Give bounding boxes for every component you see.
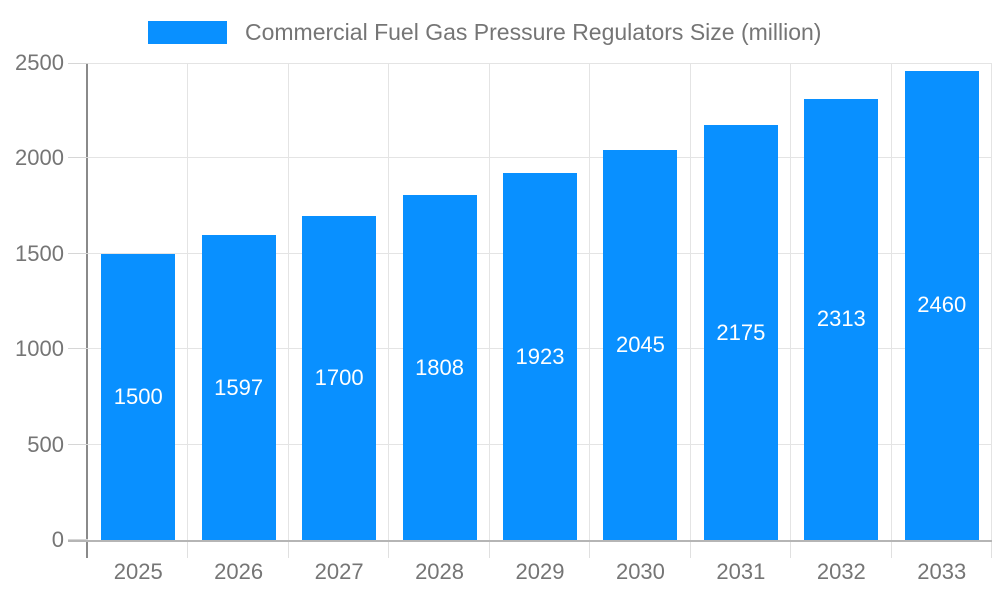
legend[interactable]: Commercial Fuel Gas Pressure Regulators … xyxy=(148,19,821,46)
y-axis-tick xyxy=(68,63,88,64)
gridline-v xyxy=(690,63,691,540)
bar[interactable] xyxy=(302,215,377,540)
bar-value-label: 1923 xyxy=(515,343,565,369)
gridline-h xyxy=(88,157,992,159)
x-axis-tick xyxy=(790,542,791,558)
y-axis-tick xyxy=(68,252,88,254)
y-axis-tick xyxy=(68,443,88,445)
bar-value-label: 2045 xyxy=(615,331,665,357)
x-axis-tick xyxy=(589,542,590,558)
bar-value-label: 2175 xyxy=(716,319,766,345)
y-tick-label: 500 xyxy=(27,431,64,457)
bar-value-label: 1700 xyxy=(314,364,364,390)
x-tick-label: 2030 xyxy=(615,559,665,584)
chart-title: Commercial Fuel Gas Pressure Regulators … xyxy=(245,19,822,45)
x-tick-label: 2031 xyxy=(716,559,766,584)
x-tick-label: 2028 xyxy=(415,559,465,584)
bar-value-label: 2313 xyxy=(816,306,866,332)
y-tick-label: 0 xyxy=(51,527,64,552)
bar[interactable] xyxy=(503,173,577,540)
bar-value-label: 1808 xyxy=(415,354,465,380)
plot-area: 1500 1597 1700 1808 1923 2045 2175 2313 2460 xyxy=(88,63,992,540)
x-tick-label: 2026 xyxy=(214,559,264,584)
x-axis-tick xyxy=(187,542,188,558)
gridline-v xyxy=(589,63,590,540)
x-tick-label: 2029 xyxy=(515,559,565,584)
bar-value-label: 1597 xyxy=(214,374,264,400)
gridline-v xyxy=(790,63,791,540)
y-axis-line xyxy=(86,63,88,558)
bar-value-label: 2460 xyxy=(917,292,967,318)
legend-swatch xyxy=(148,21,227,44)
x-tick-label: 2025 xyxy=(113,559,163,584)
x-tick-label: 2033 xyxy=(917,559,967,584)
bar[interactable] xyxy=(703,125,778,540)
y-axis-tick xyxy=(68,539,88,540)
bar[interactable] xyxy=(402,195,477,540)
x-axis-tick xyxy=(288,542,289,558)
gridline-h xyxy=(88,63,992,64)
y-tick-label: 2500 xyxy=(15,50,64,75)
x-tick-label: 2032 xyxy=(816,559,866,584)
gridline-v xyxy=(288,63,289,540)
y-axis-tick xyxy=(68,348,88,350)
bar[interactable] xyxy=(201,235,276,540)
bar-value-label: 1500 xyxy=(113,383,163,409)
x-axis-tick xyxy=(489,542,490,558)
y-tick-label: 1500 xyxy=(15,240,64,266)
y-tick-label: 2000 xyxy=(15,145,64,171)
x-axis-tick xyxy=(891,542,892,558)
bar[interactable] xyxy=(101,253,176,540)
gridline-v xyxy=(489,63,490,540)
x-tick-label: 2027 xyxy=(314,559,364,584)
x-axis-line xyxy=(68,540,992,542)
bar[interactable] xyxy=(804,98,879,540)
x-axis-tick xyxy=(388,542,389,558)
x-axis-tick xyxy=(690,542,691,558)
gridline-v xyxy=(388,63,389,540)
gridline-v xyxy=(891,63,892,540)
y-axis-tick xyxy=(68,157,88,159)
bar[interactable] xyxy=(904,70,979,540)
y-tick-label: 1000 xyxy=(15,336,64,362)
bar[interactable] xyxy=(603,149,678,540)
gridline-v xyxy=(991,63,992,540)
x-axis-tick xyxy=(991,542,992,558)
gridline-v xyxy=(187,63,188,540)
